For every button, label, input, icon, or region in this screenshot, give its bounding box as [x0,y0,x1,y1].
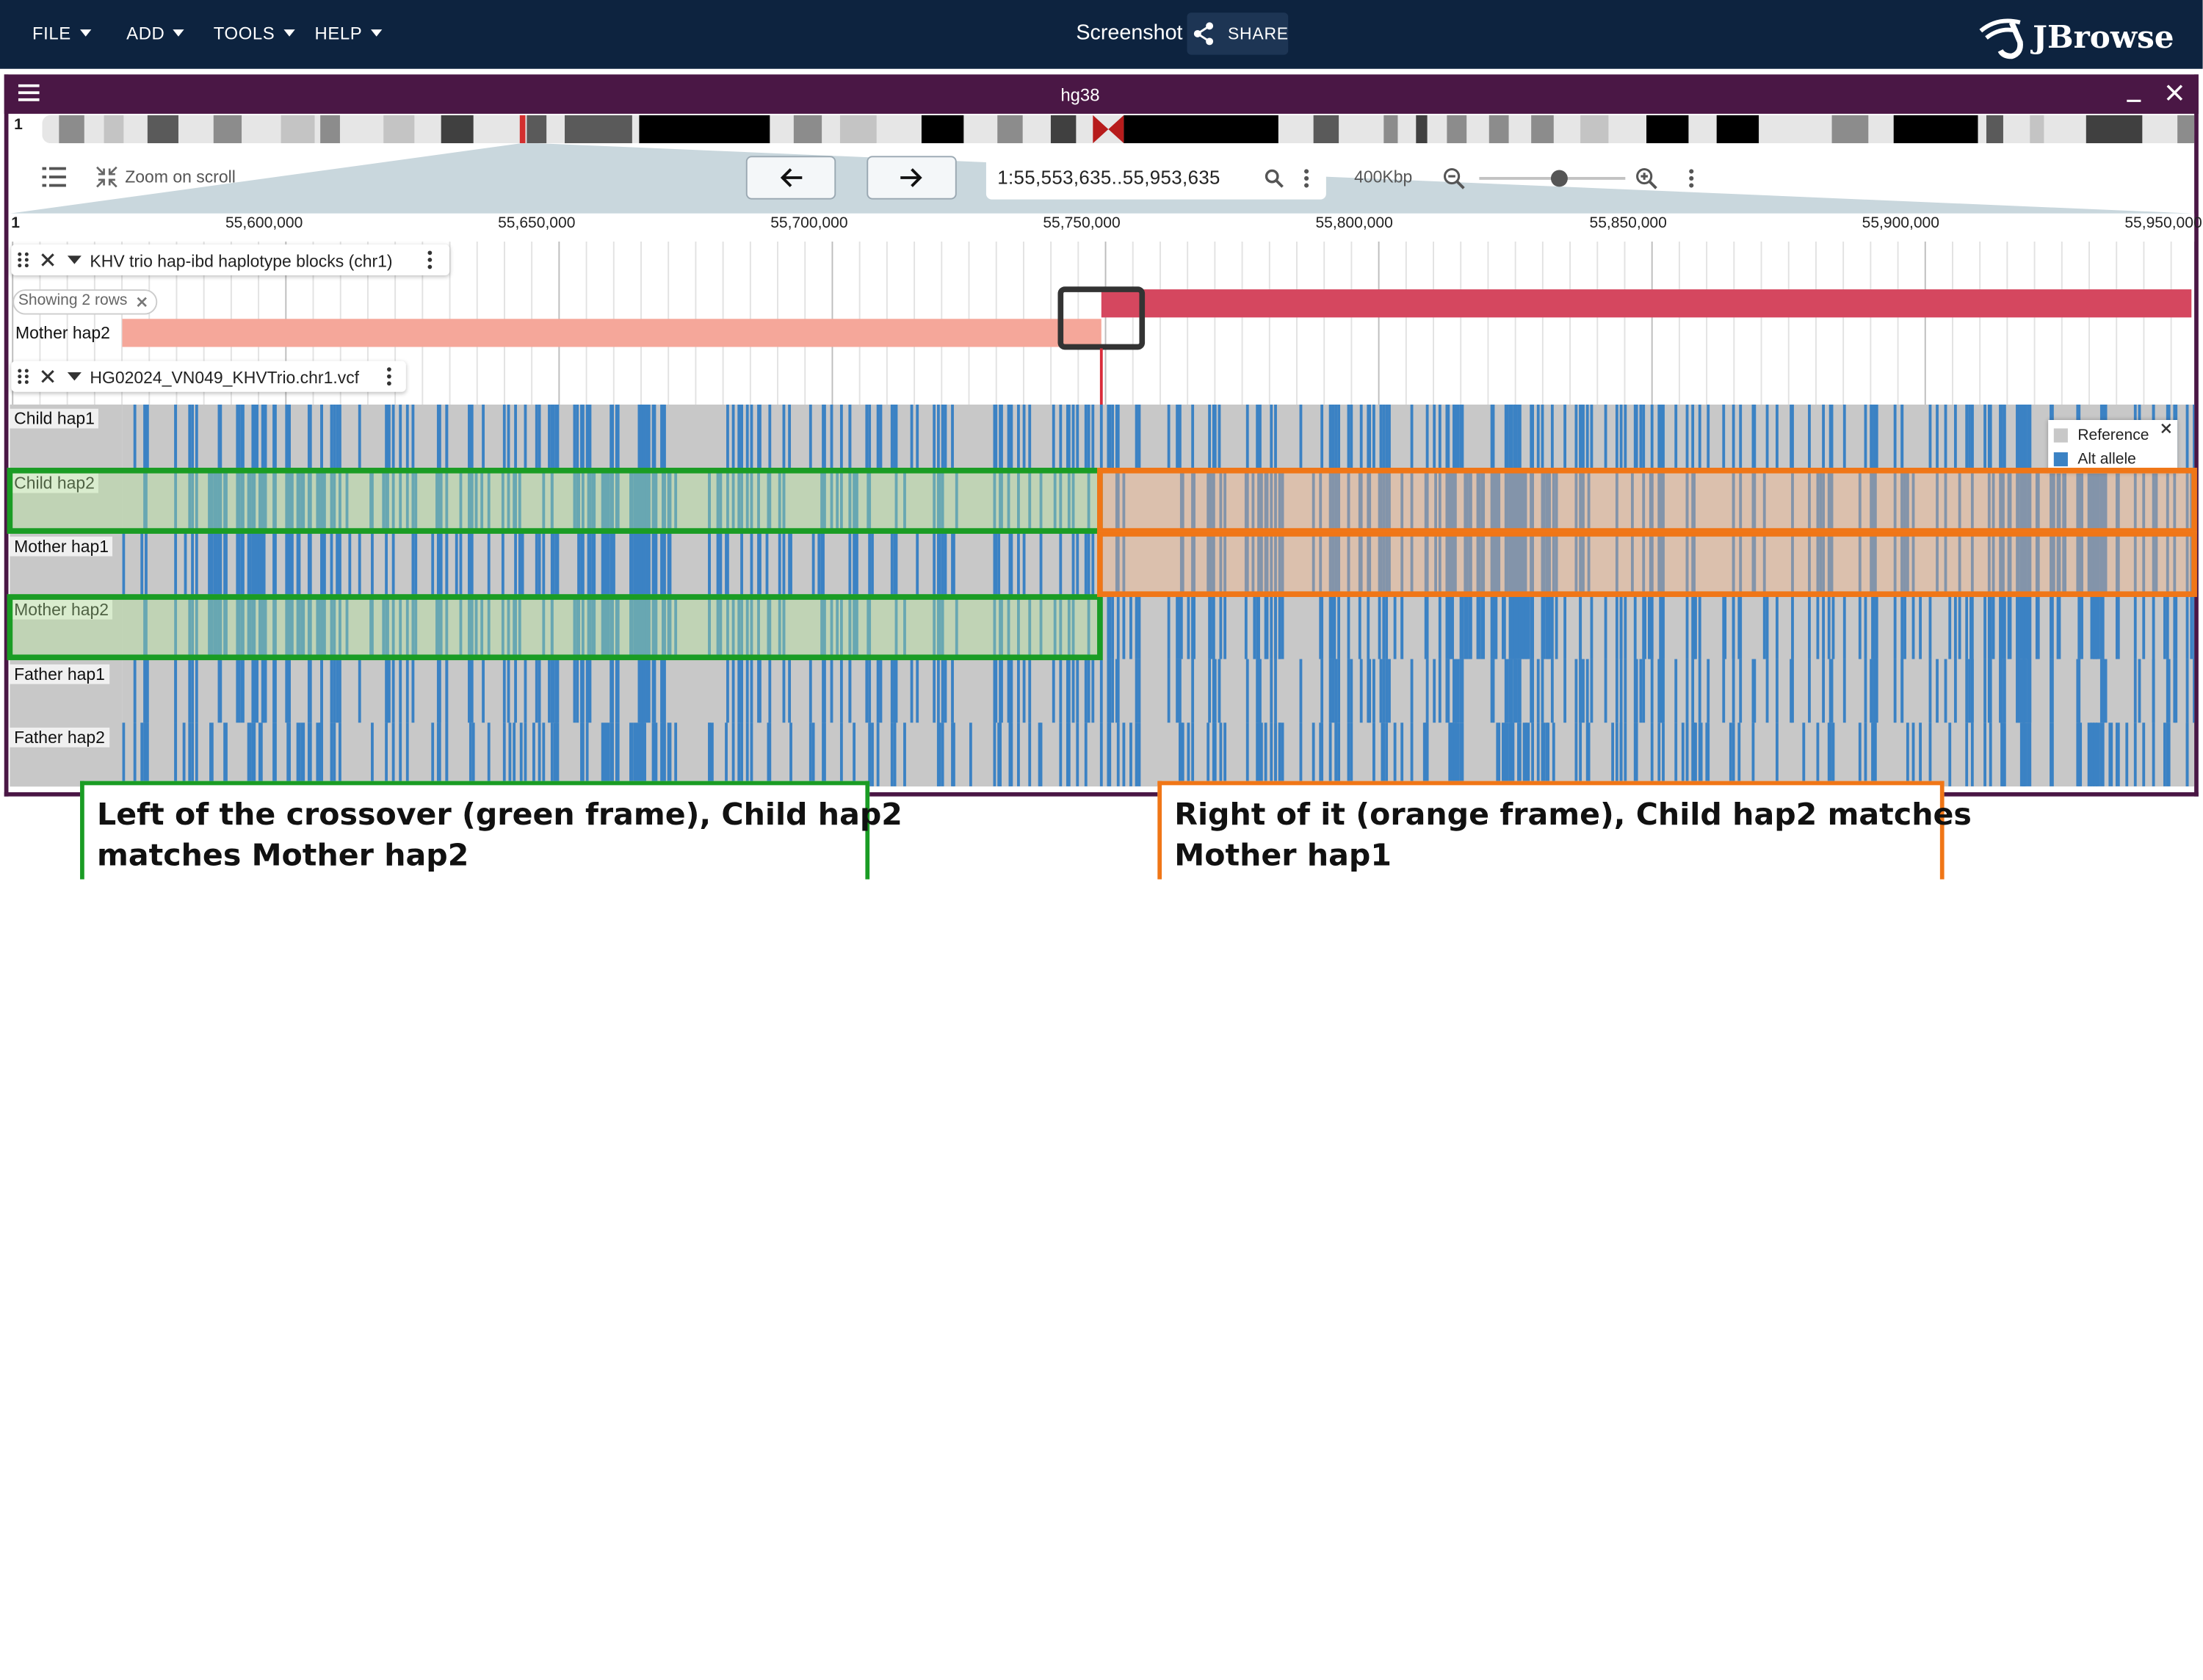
tools-menu-label: TOOLS [213,23,275,44]
haplotype-block-mother-hap2[interactable] [122,319,1102,347]
left-annotation-line2: matches Mother hap2 [96,839,469,874]
track-menu-icon[interactable] [426,250,434,270]
ruler-tick-label: 55,600,000 [225,214,303,232]
blocks-track-header [11,244,450,275]
close-track-icon[interactable] [40,253,54,267]
chevron-down-icon[interactable] [67,256,82,264]
arrow-right-icon [900,168,922,187]
assembly-title: hg38 [1060,85,1100,106]
chip-close-icon[interactable] [137,297,148,308]
help-menu-label: HELP [314,23,363,44]
haplotype-block-mother-hap1[interactable] [1101,289,2192,318]
legend-swatch-reference [2053,428,2068,443]
vcf-row-label: Father hap2 [10,727,109,747]
chevron-down-icon[interactable] [67,372,82,381]
close-view-icon[interactable] [2165,83,2185,103]
legend-swatch-alt [2053,452,2068,467]
ruler-tick-label: 55,700,000 [770,214,848,232]
share-button-label: SHARE [1227,23,1289,44]
orange-frame-child-hap2 [1097,468,2197,534]
ruler-tick-label: 55,900,000 [1862,214,1939,232]
drag-handle-icon[interactable] [17,368,29,385]
search-icon[interactable] [1265,169,1284,189]
left-annotation-box [80,781,870,880]
legend-close-icon[interactable] [2160,423,2171,434]
chromosome-ideogram[interactable] [42,115,2195,144]
crossover-highlight-box [1057,286,1146,350]
coordinate-ruler[interactable] [10,213,2195,242]
legend-label-alt: Alt allele [2077,451,2136,468]
legend-label-reference: Reference [2077,427,2149,444]
rows-chip[interactable] [12,289,158,315]
chevron-down-icon [370,29,383,37]
jbrowse-logo-icon [1979,18,2023,59]
share-icon [1193,22,1214,46]
vcf-row-label: Child hap1 [10,408,99,429]
session-name[interactable]: Screenshot [1076,21,1183,46]
bp-per-view: 400Kbp [1354,167,1413,187]
right-annotation-line2: Mother hap1 [1174,839,1392,874]
right-annotation-box [1157,781,1945,880]
green-frame-child-hap2 [7,468,1103,534]
minimize-icon[interactable] [2125,84,2142,104]
more-vert-icon[interactable] [1301,167,1312,190]
green-frame-mother-hap2 [7,594,1103,661]
zoom-on-scroll-label[interactable]: Zoom on scroll [125,167,236,187]
track-selector-icon[interactable] [42,166,67,189]
genotype-legend [2048,419,2178,474]
ruler-tick-label: 55,650,000 [498,214,576,232]
brand-name: JBrowse [2033,19,2174,57]
ruler-tick-label: 55,800,000 [1315,214,1393,232]
location-input[interactable]: 1:55,553,635..55,953,635 [997,167,1220,189]
file-menu[interactable]: FILE [32,23,91,44]
ruler-tick-label: 55,950,000 [2124,214,2202,232]
ruler-tick-label: 55,850,000 [1589,214,1667,232]
close-track-icon[interactable] [40,369,54,383]
add-menu-label: ADD [126,23,165,44]
ruler-chromosome-label: 1 [11,214,21,232]
location-search-box[interactable] [985,154,1326,200]
vcf-track-title: HG02024_VN049_KHVTrio.chr1.vcf [90,368,360,388]
zoom-in-icon[interactable] [1635,167,1658,190]
chromosome-label: 1 [14,116,23,134]
tools-menu[interactable]: TOOLS [213,23,295,44]
chevron-down-icon [283,29,295,37]
track-menu-icon[interactable] [385,366,393,386]
view-menu-icon[interactable] [1686,167,1697,190]
help-menu[interactable]: HELP [314,23,383,44]
arrow-left-icon [780,168,803,187]
chevron-down-icon [173,29,185,37]
zoom-on-scroll-icon[interactable] [95,166,118,189]
zoom-slider-thumb[interactable] [1550,170,1568,187]
vcf-row-label: Mother hap1 [10,536,113,557]
app-bar [0,0,2203,69]
ruler-tick-label: 55,750,000 [1043,214,1121,232]
add-menu[interactable]: ADD [126,23,185,44]
orange-frame-mother-hap1 [1097,531,2197,598]
blocks-row-label: Mother hap2 [15,322,110,343]
blocks-track-title: KHV trio hap-ibd haplotype blocks (chr1) [90,251,393,272]
vcf-row-label: Child hap2 [10,473,99,493]
rows-chip-label: Showing 2 rows [18,292,128,309]
chevron-down-icon [79,29,91,37]
file-menu-label: FILE [32,23,71,44]
vcf-row-label: Mother hap2 [10,599,113,620]
left-annotation-line1: Left of the crossover (green frame), Chi… [96,797,902,833]
right-annotation-line1: Right of it (orange frame), Child hap2 m… [1174,797,1972,833]
drag-handle-icon[interactable] [17,251,29,268]
zoom-out-icon[interactable] [1443,167,1466,190]
vcf-row-label: Father hap1 [10,664,109,684]
share-button[interactable] [1187,12,1289,55]
view-header [4,74,2199,114]
hamburger-menu-icon[interactable] [18,84,41,103]
